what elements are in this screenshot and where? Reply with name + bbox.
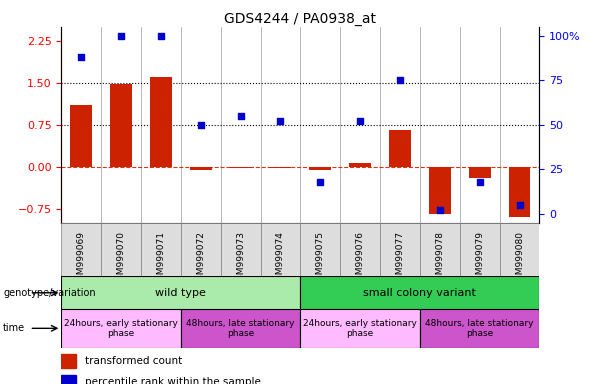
Text: GSM999079: GSM999079 — [475, 231, 484, 286]
Point — [76, 54, 86, 60]
Point — [316, 179, 326, 185]
Bar — [110, 84, 132, 167]
Bar — [61, 276, 300, 309]
Text: transformed count: transformed count — [85, 356, 183, 366]
Text: percentile rank within the sample: percentile rank within the sample — [85, 377, 261, 384]
Point — [235, 113, 245, 119]
Text: genotype/variation: genotype/variation — [3, 288, 96, 298]
Bar — [429, 167, 451, 214]
Text: wild type: wild type — [156, 288, 206, 298]
Bar — [389, 131, 411, 167]
Bar — [261, 223, 300, 276]
Point — [355, 118, 365, 124]
Point — [276, 118, 286, 124]
Text: GSM999072: GSM999072 — [196, 231, 205, 286]
Text: time: time — [3, 323, 25, 333]
Bar — [420, 309, 539, 348]
Point — [395, 77, 405, 83]
Bar — [141, 223, 181, 276]
Text: GSM999076: GSM999076 — [356, 231, 365, 286]
Bar — [181, 223, 221, 276]
Bar — [469, 167, 490, 178]
Point — [514, 202, 524, 208]
Bar — [221, 223, 261, 276]
Text: GSM999077: GSM999077 — [395, 231, 405, 286]
Text: GSM999073: GSM999073 — [236, 231, 245, 286]
Title: GDS4244 / PA0938_at: GDS4244 / PA0938_at — [224, 12, 376, 26]
Bar — [300, 223, 340, 276]
Bar — [190, 167, 211, 170]
Bar — [300, 309, 420, 348]
Bar — [61, 375, 75, 384]
Bar — [270, 167, 291, 168]
Bar — [181, 309, 300, 348]
Text: GSM999074: GSM999074 — [276, 231, 285, 286]
Point — [116, 33, 126, 39]
Bar — [300, 276, 539, 309]
Bar — [230, 167, 251, 168]
Bar — [460, 223, 500, 276]
Point — [435, 207, 445, 214]
Bar — [420, 223, 460, 276]
Bar — [70, 105, 92, 167]
Bar — [500, 223, 539, 276]
Text: GSM999075: GSM999075 — [316, 231, 325, 286]
Point — [196, 122, 206, 128]
Bar — [380, 223, 420, 276]
Text: 24hours, early stationary
phase: 24hours, early stationary phase — [64, 319, 178, 338]
Point — [156, 33, 166, 39]
Bar — [509, 167, 530, 217]
Text: 48hours, late stationary
phase: 48hours, late stationary phase — [425, 319, 534, 338]
Text: GSM999071: GSM999071 — [156, 231, 166, 286]
Text: GSM999069: GSM999069 — [77, 231, 86, 286]
Text: 48hours, late stationary
phase: 48hours, late stationary phase — [186, 319, 295, 338]
Point — [475, 179, 485, 185]
Text: GSM999080: GSM999080 — [515, 231, 524, 286]
Bar — [349, 163, 371, 167]
Text: small colony variant: small colony variant — [364, 288, 476, 298]
Bar — [101, 223, 141, 276]
Text: 24hours, early stationary
phase: 24hours, early stationary phase — [303, 319, 417, 338]
Bar — [310, 167, 331, 170]
Bar — [340, 223, 380, 276]
Bar — [61, 309, 181, 348]
Bar — [150, 77, 172, 167]
Bar — [61, 223, 101, 276]
Bar — [61, 354, 75, 368]
Text: GSM999070: GSM999070 — [116, 231, 126, 286]
Text: GSM999078: GSM999078 — [435, 231, 444, 286]
